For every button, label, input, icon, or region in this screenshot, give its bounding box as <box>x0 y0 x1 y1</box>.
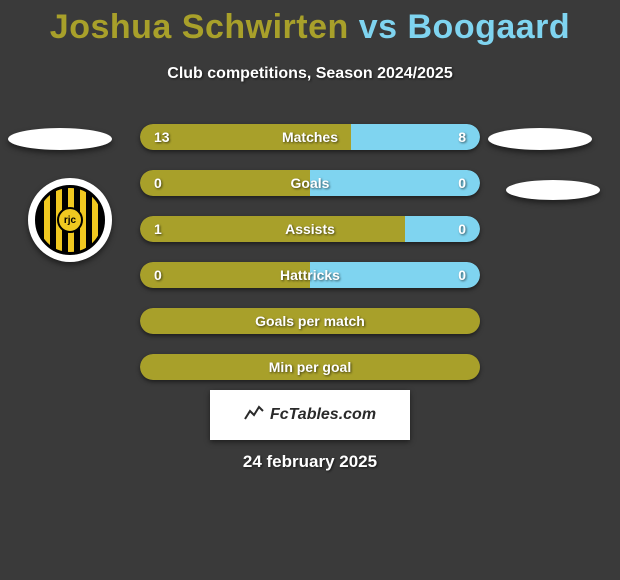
bar-label: Assists <box>140 216 480 242</box>
title-player2: Boogaard <box>408 8 571 46</box>
decor-ellipse-right-2 <box>506 180 600 200</box>
title-vs: vs <box>359 8 398 46</box>
bar-label: Goals <box>140 170 480 196</box>
comparison-bars: 138Matches 00Goals 10Assists 00Hattricks Goa… <box>140 124 480 400</box>
stat-row-assists: 10Assists <box>140 216 480 242</box>
attribution-icon <box>244 405 264 426</box>
title-player1: Joshua Schwirten <box>50 8 349 46</box>
stat-row-min-per-goal: Min per goal <box>140 354 480 380</box>
stat-row-matches: 138Matches <box>140 124 480 150</box>
club-logo-graphic: rjc <box>35 185 105 255</box>
stat-row-hattricks: 00Hattricks <box>140 262 480 288</box>
stat-row-goals: 00Goals <box>140 170 480 196</box>
page-title: Joshua Schwirten vs Boogaard <box>0 0 620 47</box>
bar-label: Min per goal <box>140 354 480 380</box>
player1-club-logo: rjc <box>28 178 112 262</box>
club-logo-text: rjc <box>57 207 83 233</box>
subtitle: Club competitions, Season 2024/2025 <box>0 65 620 83</box>
decor-ellipse-left <box>8 128 112 150</box>
decor-ellipse-right-1 <box>488 128 592 150</box>
stat-row-goals-per-match: Goals per match <box>140 308 480 334</box>
date-text: 24 february 2025 <box>0 452 620 472</box>
attribution-text: FcTables.com <box>270 406 376 424</box>
bar-label: Goals per match <box>140 308 480 334</box>
bar-label: Hattricks <box>140 262 480 288</box>
bar-label: Matches <box>140 124 480 150</box>
